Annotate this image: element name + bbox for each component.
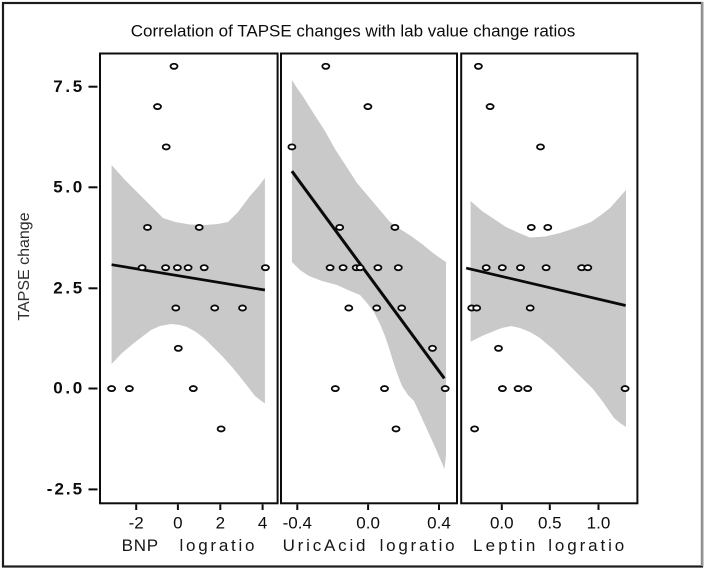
svg-text:-2.5: -2.5: [47, 480, 84, 499]
svg-text:0.4: 0.4: [427, 513, 451, 532]
svg-text:logratio: logratio: [180, 536, 258, 555]
svg-text:0.5: 0.5: [538, 513, 562, 532]
svg-text:0: 0: [173, 513, 182, 532]
svg-text:2: 2: [216, 513, 225, 532]
svg-text:7.5: 7.5: [53, 77, 85, 96]
svg-text:Correlation of TAPSE changes w: Correlation of TAPSE changes with lab va…: [131, 22, 575, 41]
svg-text:BNP: BNP: [122, 536, 159, 555]
svg-text:0.0: 0.0: [53, 379, 85, 398]
svg-text:0.0: 0.0: [356, 513, 380, 532]
svg-text:5.0: 5.0: [53, 178, 85, 197]
svg-text:Leptin: Leptin: [473, 536, 539, 555]
svg-text:UricAcid: UricAcid: [283, 536, 369, 555]
svg-text:logratio: logratio: [380, 536, 458, 555]
svg-text:4: 4: [258, 513, 267, 532]
svg-text:2.5: 2.5: [53, 279, 85, 298]
svg-text:-0.4: -0.4: [283, 513, 312, 532]
svg-text:logratio: logratio: [548, 536, 627, 555]
svg-text:TAPSE change: TAPSE change: [16, 212, 33, 320]
svg-text:0.0: 0.0: [490, 513, 514, 532]
svg-text:1.0: 1.0: [587, 513, 611, 532]
svg-text:-2: -2: [129, 513, 144, 532]
